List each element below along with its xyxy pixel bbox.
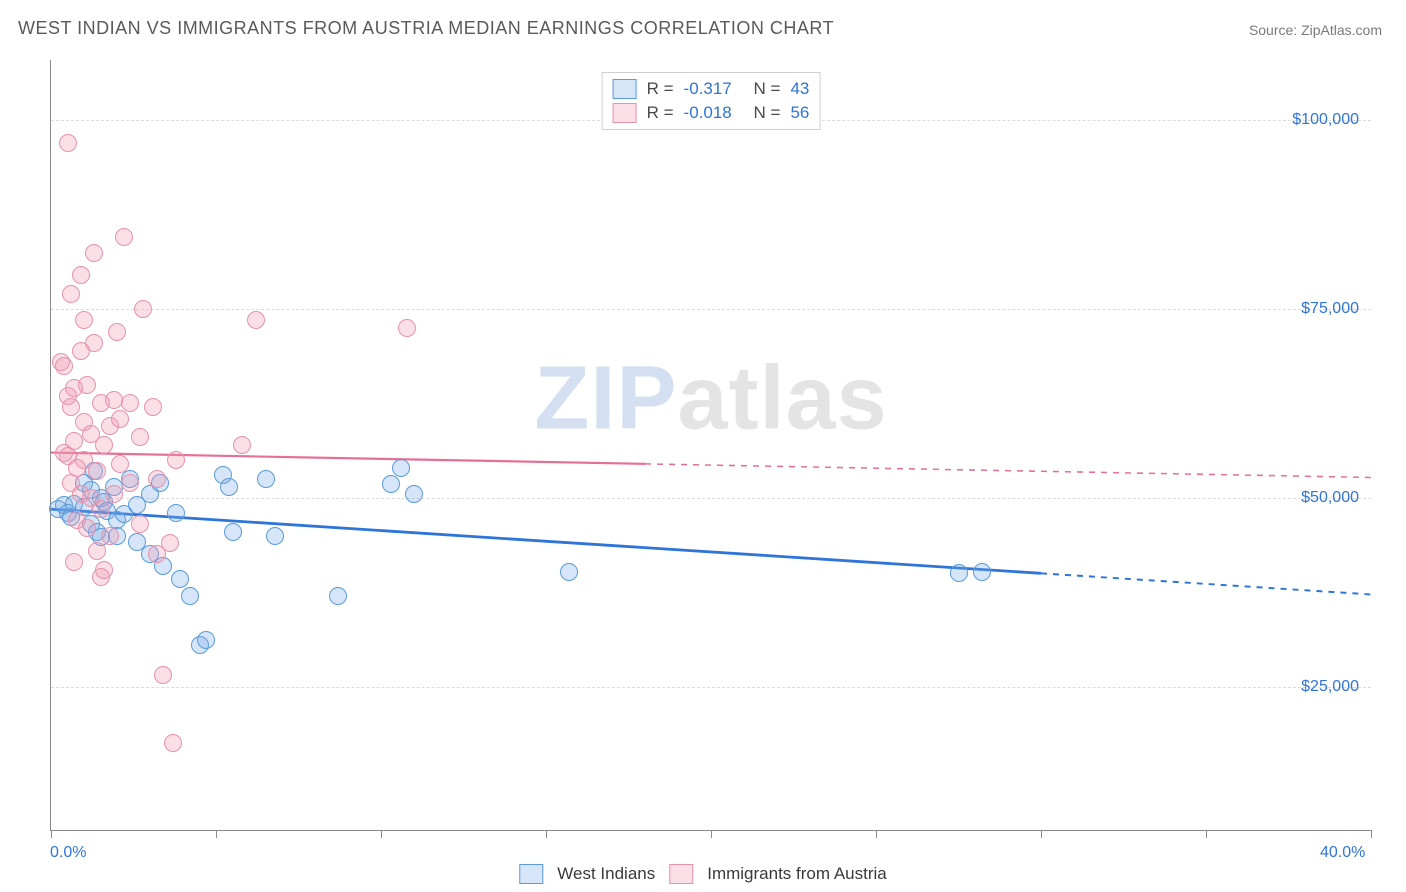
n-value-pink: 56	[790, 103, 809, 123]
data-point	[88, 462, 106, 480]
data-point	[233, 436, 251, 454]
data-point	[95, 436, 113, 454]
data-point	[92, 500, 110, 518]
n-label-pink: N =	[754, 103, 781, 123]
plot-area: ZIPatlas R = -0.317 N = 43 R = -0.018 N …	[50, 60, 1371, 831]
data-point	[108, 323, 126, 341]
y-tick-label: $75,000	[1301, 300, 1359, 318]
y-tick-label: $100,000	[1292, 111, 1359, 129]
data-point	[105, 391, 123, 409]
watermark-atlas: atlas	[677, 348, 887, 448]
data-point	[266, 527, 284, 545]
data-point	[405, 485, 423, 503]
data-point	[197, 631, 215, 649]
data-point	[85, 334, 103, 352]
stats-row-pink: R = -0.018 N = 56	[613, 101, 810, 125]
gridline	[51, 687, 1371, 688]
data-point	[115, 228, 133, 246]
watermark: ZIPatlas	[534, 347, 887, 450]
data-point	[131, 428, 149, 446]
data-point	[161, 534, 179, 552]
x-min-label: 0.0%	[50, 844, 86, 862]
source-name: ZipAtlas.com	[1301, 22, 1382, 38]
data-point	[134, 300, 152, 318]
chart-title: WEST INDIAN VS IMMIGRANTS FROM AUSTRIA M…	[18, 18, 834, 39]
y-tick-label: $25,000	[1301, 678, 1359, 696]
source-attribution: Source: ZipAtlas.com	[1249, 22, 1382, 38]
gridline	[51, 498, 1371, 499]
stats-legend: R = -0.317 N = 43 R = -0.018 N = 56	[602, 72, 821, 130]
data-point	[78, 376, 96, 394]
data-point	[111, 410, 129, 428]
series-legend: West Indians Immigrants from Austria	[519, 864, 886, 884]
data-point	[85, 244, 103, 262]
legend-label-blue: West Indians	[557, 864, 655, 884]
data-point	[154, 666, 172, 684]
stats-row-blue: R = -0.317 N = 43	[613, 77, 810, 101]
data-point	[92, 568, 110, 586]
x-tick	[51, 830, 52, 838]
x-tick	[1206, 830, 1207, 838]
data-point	[78, 519, 96, 537]
source-prefix: Source:	[1249, 22, 1301, 38]
data-point	[973, 563, 991, 581]
x-tick	[876, 830, 877, 838]
data-point	[220, 478, 238, 496]
chart-container: Median Earnings ZIPatlas R = -0.317 N = …	[0, 50, 1406, 892]
x-tick	[1041, 830, 1042, 838]
data-point	[171, 570, 189, 588]
data-point	[181, 587, 199, 605]
data-point	[164, 734, 182, 752]
data-point	[560, 563, 578, 581]
legend-swatch-blue	[519, 864, 543, 884]
x-tick	[711, 830, 712, 838]
x-tick	[1371, 830, 1372, 838]
data-point	[88, 542, 106, 560]
n-value-blue: 43	[790, 79, 809, 99]
data-point	[101, 527, 119, 545]
data-point	[121, 474, 139, 492]
data-point	[224, 523, 242, 541]
x-tick	[546, 830, 547, 838]
data-point	[111, 455, 129, 473]
r-label-blue: R =	[647, 79, 674, 99]
data-point	[55, 357, 73, 375]
data-point	[72, 266, 90, 284]
data-point	[144, 398, 162, 416]
x-tick	[216, 830, 217, 838]
r-label-pink: R =	[647, 103, 674, 123]
data-point	[148, 470, 166, 488]
legend-label-pink: Immigrants from Austria	[707, 864, 887, 884]
data-point	[62, 285, 80, 303]
r-value-blue: -0.317	[684, 79, 744, 99]
data-point	[257, 470, 275, 488]
data-point	[121, 394, 139, 412]
swatch-blue	[613, 79, 637, 99]
data-point	[65, 432, 83, 450]
data-point	[329, 587, 347, 605]
data-point	[392, 459, 410, 477]
data-point	[65, 553, 83, 571]
r-value-pink: -0.018	[684, 103, 744, 123]
watermark-zip: ZIP	[534, 348, 677, 448]
swatch-pink	[613, 103, 637, 123]
data-point	[950, 564, 968, 582]
data-point	[105, 485, 123, 503]
data-point	[247, 311, 265, 329]
data-point	[59, 134, 77, 152]
data-point	[167, 504, 185, 522]
data-point	[131, 515, 149, 533]
x-tick	[381, 830, 382, 838]
legend-swatch-pink	[669, 864, 693, 884]
data-point	[398, 319, 416, 337]
data-point	[167, 451, 185, 469]
data-point	[382, 475, 400, 493]
y-tick-label: $50,000	[1301, 489, 1359, 507]
gridline	[51, 309, 1371, 310]
data-point	[62, 398, 80, 416]
n-label-blue: N =	[754, 79, 781, 99]
data-point	[75, 311, 93, 329]
x-max-label: 40.0%	[1320, 844, 1365, 862]
